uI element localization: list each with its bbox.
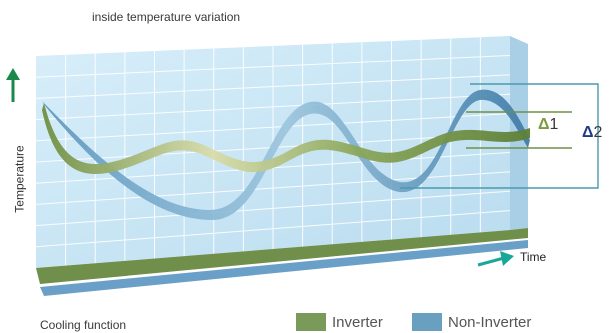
grid-line-horizontal xyxy=(35,113,511,142)
x-axis-arrow xyxy=(477,251,514,267)
grid-line-horizontal xyxy=(35,74,511,99)
delta1-label: Δ1 xyxy=(538,116,558,134)
inverter-curve xyxy=(42,103,530,174)
grid-line-horizontal xyxy=(35,190,511,227)
delta1-symbol: Δ xyxy=(538,116,550,133)
diagram-title: inside temperature variation xyxy=(92,10,241,24)
delta2-bracket xyxy=(400,83,599,189)
y-axis-label: Temperature xyxy=(12,145,27,213)
legend-item-inverter: Inverter xyxy=(296,313,383,331)
function-label: Cooling function xyxy=(40,318,127,332)
delta2-label: Δ2 xyxy=(582,124,602,142)
legend-item-non-inverter: Non-Inverter xyxy=(412,313,531,331)
grid-line-horizontal xyxy=(35,210,511,248)
floor-green xyxy=(36,228,528,284)
delta1-bracket xyxy=(466,111,572,149)
x-axis-label: Time xyxy=(520,250,547,264)
legend-label-non-inverter: Non-Inverter xyxy=(448,313,532,331)
delta1-index: 1 xyxy=(549,116,559,133)
grid-line-horizontal xyxy=(35,93,511,121)
grid-line-horizontal xyxy=(35,54,511,78)
legend-swatch-non-inverter xyxy=(412,313,442,331)
floor-blue xyxy=(40,240,528,296)
delta2-index: 2 xyxy=(593,124,603,141)
delta2-symbol: Δ xyxy=(582,124,594,141)
legend-label-inverter: Inverter xyxy=(332,313,383,331)
grid-line-horizontal xyxy=(35,171,511,205)
legend-swatch-inverter xyxy=(296,313,326,331)
y-axis-arrow xyxy=(6,68,20,102)
